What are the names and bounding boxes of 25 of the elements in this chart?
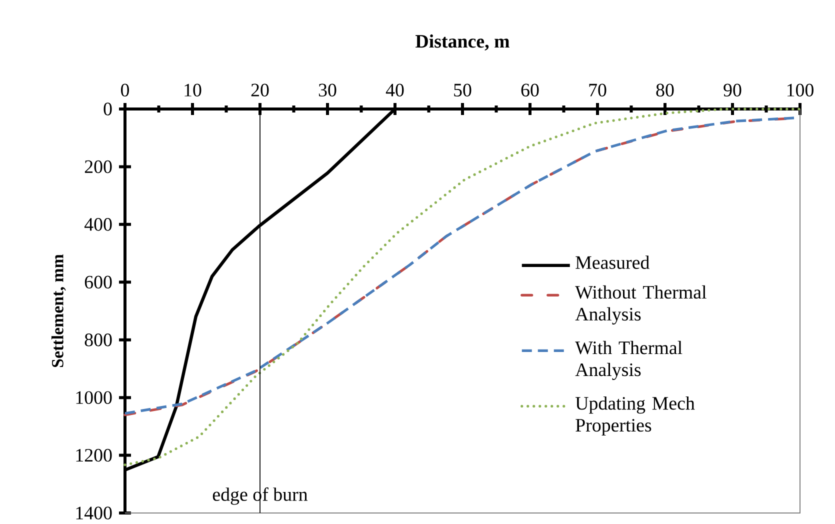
y-tick-label: 200 <box>84 160 112 174</box>
x-tick-label: 20 <box>251 84 269 96</box>
x-tick-label: 80 <box>656 84 674 96</box>
x-tick-label: 70 <box>589 84 606 96</box>
x-tick-label: 60 <box>521 84 539 96</box>
x-tick-label: 40 <box>386 84 404 96</box>
x-axis-title: Distance, m <box>416 34 510 50</box>
y-tick-label: 1200 <box>76 448 112 462</box>
x-tick-label: 30 <box>318 84 336 96</box>
y-tick-label: 1000 <box>76 391 112 404</box>
y-tick-label: 600 <box>84 276 112 289</box>
y-axis-title: Settlement, mm <box>51 254 66 368</box>
x-tick-label: 50 <box>454 84 472 96</box>
legend-label: Without Thermal Analysis <box>575 285 706 324</box>
x-tick-label: 10 <box>184 84 202 96</box>
y-tick-label: 1400 <box>76 506 112 520</box>
x-tick-label: 90 <box>724 84 742 96</box>
x-tick-label: 100 <box>787 84 814 96</box>
y-tick-label: 400 <box>84 218 112 231</box>
legend-label: Measured <box>576 256 650 269</box>
x-tick-label: 0 <box>120 84 129 96</box>
legend-label: With Thermal Analysis <box>575 340 682 380</box>
legend-label: Updating Mech Properties <box>575 396 695 436</box>
y-tick-label: 0 <box>104 102 112 116</box>
y-tick-label: 800 <box>84 333 112 346</box>
